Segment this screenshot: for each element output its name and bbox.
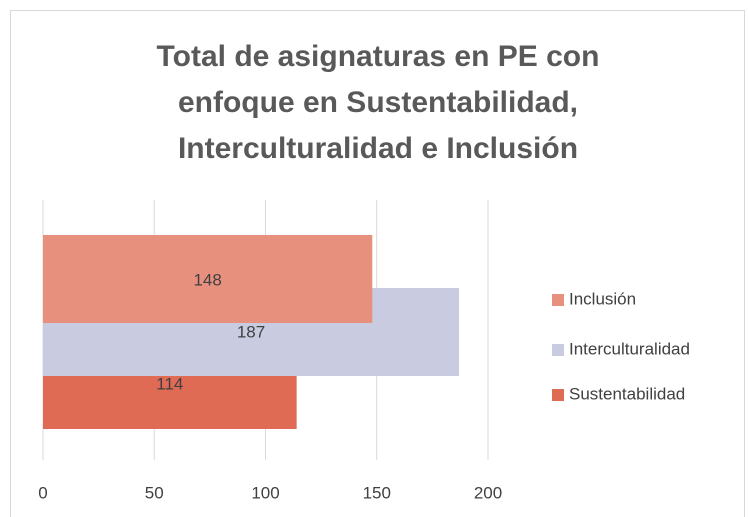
data-label: 187 xyxy=(237,322,265,341)
data-label: 114 xyxy=(156,374,183,393)
x-tick-label: 150 xyxy=(363,483,391,502)
legend-label: Interculturalidad xyxy=(569,339,690,358)
bar xyxy=(43,235,373,323)
legend-swatch xyxy=(552,294,564,306)
x-tick-label: 200 xyxy=(474,483,502,502)
bar xyxy=(43,376,297,429)
legend-label: Inclusión xyxy=(569,289,636,308)
legend-label: Sustentabilidad xyxy=(569,384,685,403)
data-label: 148 xyxy=(193,270,221,289)
x-tick-label: 100 xyxy=(251,483,279,502)
chart-border xyxy=(10,10,745,517)
legend-swatch xyxy=(552,344,564,356)
x-tick-label: 0 xyxy=(38,483,47,502)
legend-swatch xyxy=(552,389,564,401)
x-tick-label: 50 xyxy=(145,483,164,502)
chart-title: Total de asignaturas en PE con enfoque e… xyxy=(156,40,600,165)
